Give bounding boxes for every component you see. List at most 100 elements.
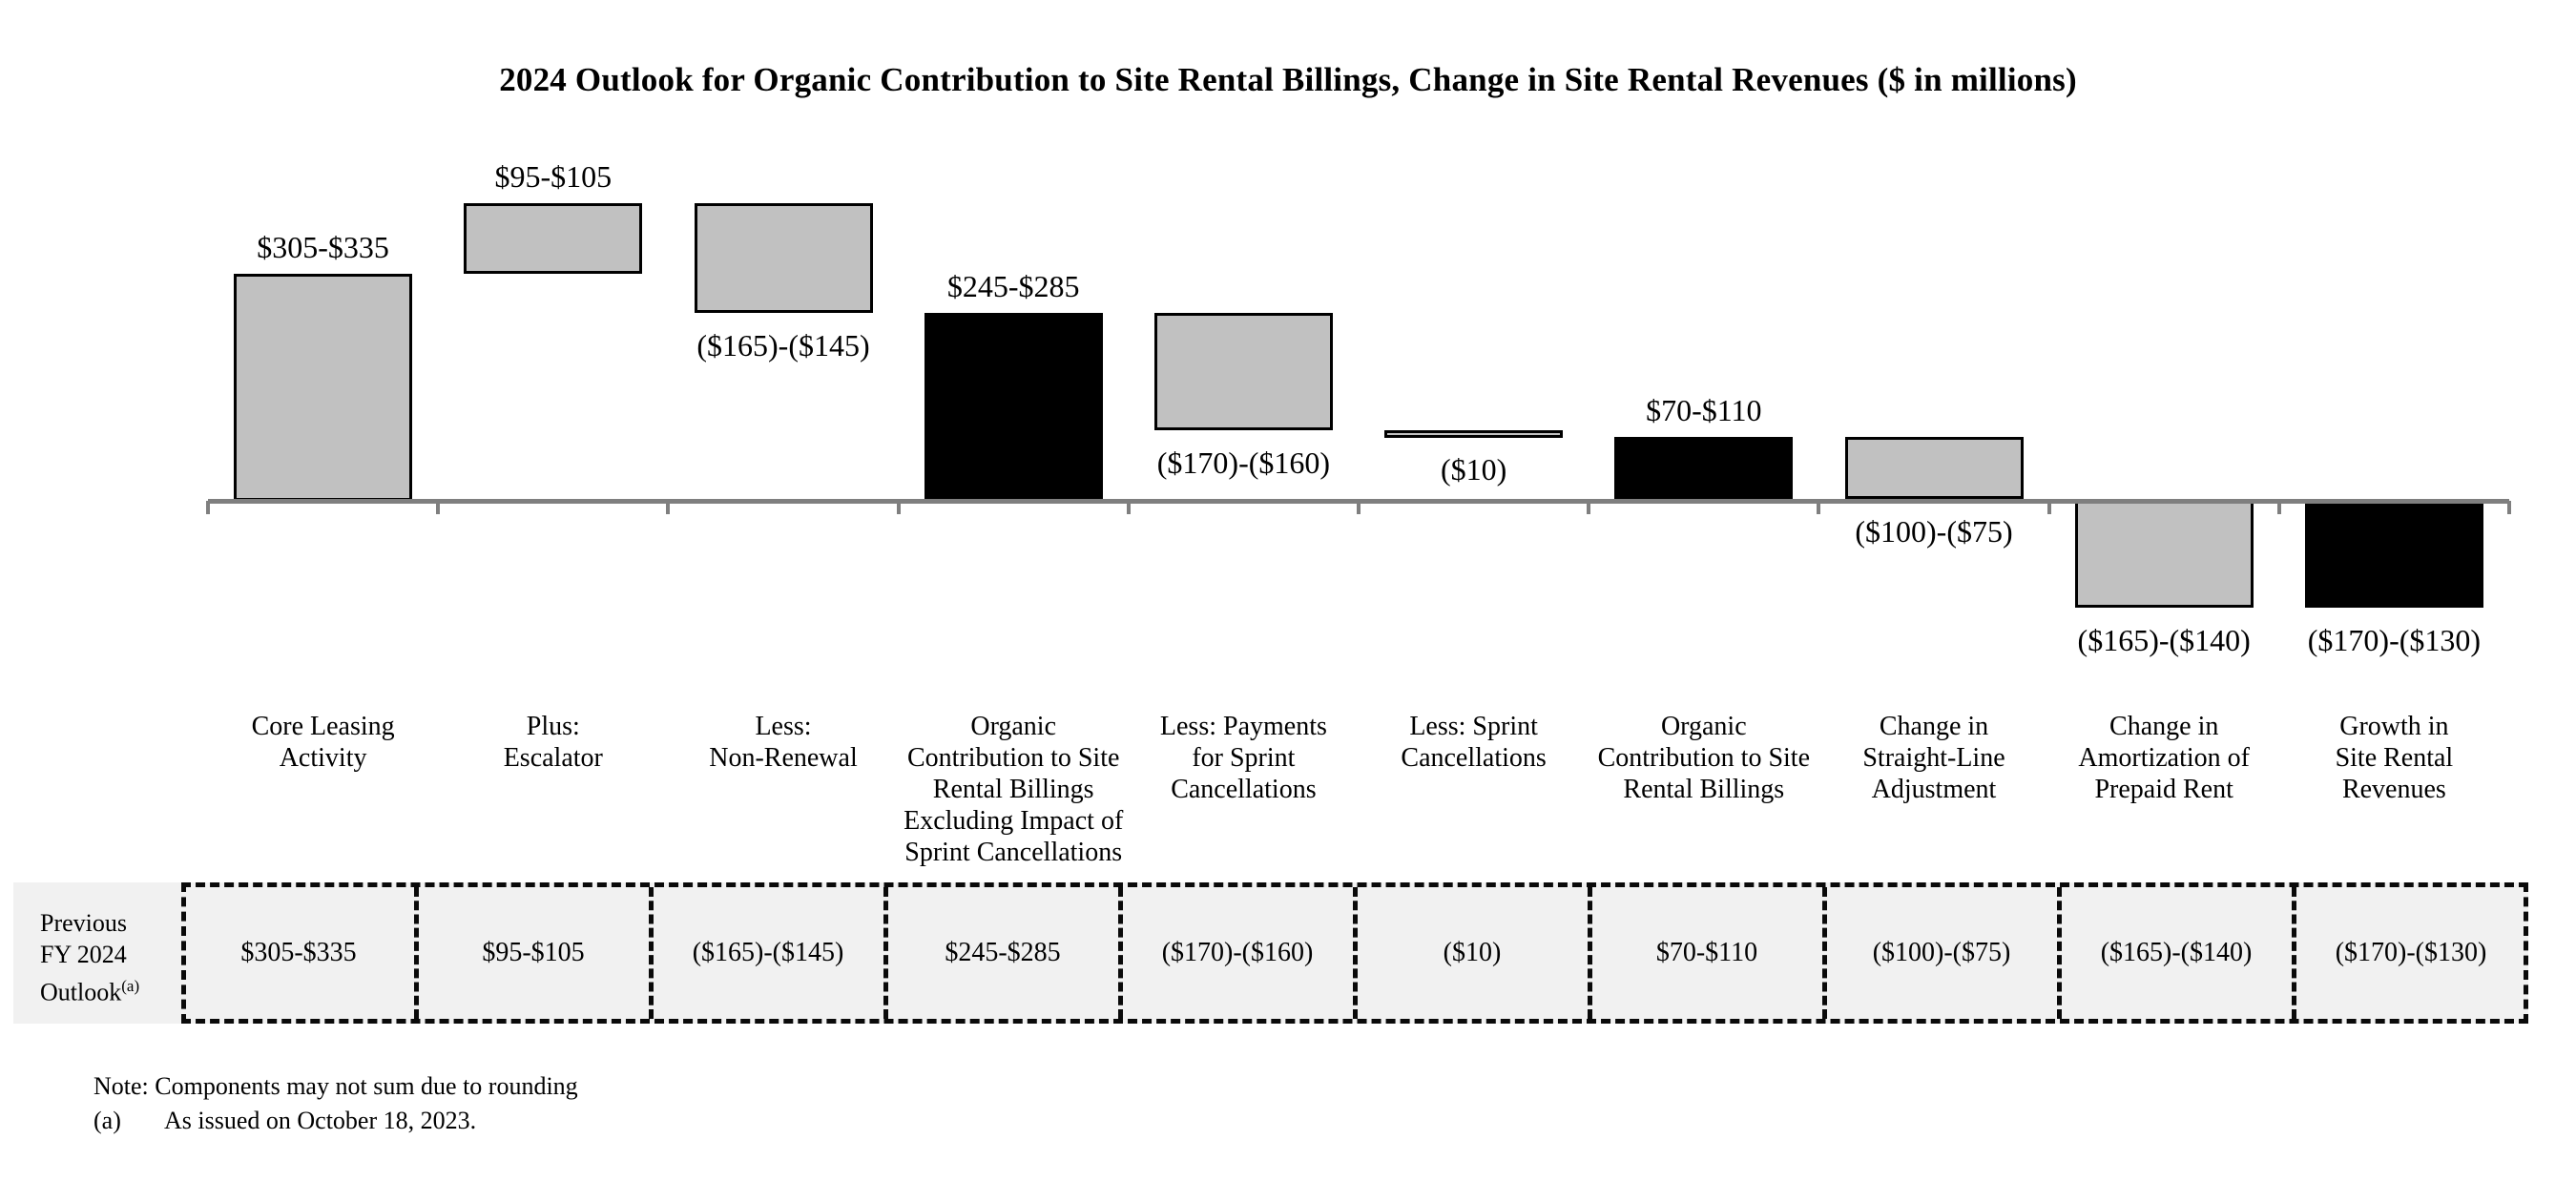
axis-tick-9 <box>2276 501 2281 514</box>
category-label-line: Adjustment <box>1871 775 1997 804</box>
category-label-line: for Sprint <box>1192 743 1296 773</box>
value-label-core-leasing-activity: $305-$335 <box>257 229 389 264</box>
category-label-line: Growth in <box>2339 712 2449 741</box>
category-label-line: Rental Billings <box>932 775 1094 804</box>
axis-tick-6 <box>1587 501 1591 514</box>
category-label-line: Less: <box>755 712 812 741</box>
row-header-line: Outlook(a) <box>40 977 140 1006</box>
table-cell-value-2: $95-$105 <box>482 938 585 967</box>
bar-less-sprint-cancellations <box>1384 429 1564 438</box>
category-label-less-payments-for-sprint-cancellations: Less: Payments for Sprint Cancellations <box>1081 711 1405 805</box>
table-cell-value-1: $305-$335 <box>240 938 357 967</box>
category-label-less-sprint-cancellations: Less: Sprint Cancellations <box>1312 711 1636 774</box>
category-label-line: Sprint Cancellations <box>904 838 1123 867</box>
row-header-line: Previous <box>40 909 127 937</box>
axis-tick-8 <box>2046 501 2051 514</box>
axis-tick-10 <box>2507 501 2511 514</box>
value-label-change-in-amortization-of-prepaid-rent: ($165)-($140) <box>2077 622 2251 657</box>
row-header-footnote-ref: (a) <box>121 977 140 995</box>
category-label-change-in-amortization-of-prepaid-rent: Change in Amortization of Prepaid Rent <box>2002 711 2326 805</box>
table-cell-value-8: ($100)-($75) <box>1872 938 2011 967</box>
bar-plus-escalator <box>464 202 643 274</box>
axis-tick-0 <box>206 501 210 514</box>
axis-tick-4 <box>1126 501 1131 514</box>
footnote-marker: (a) <box>93 1107 121 1134</box>
table-cell-divider-7 <box>1822 887 1827 1019</box>
value-label-organic-contribution-to-site-rental-billings-excluding-impact-of-sprint-cancellations: $245-$285 <box>946 268 1080 303</box>
category-label-core-leasing-activity: Core Leasing Activity <box>161 711 486 774</box>
category-label-line: Less: Payments <box>1159 712 1327 741</box>
bar-organic-contribution-to-site-rental-billings-excluding-impact-of-sprint-cancellations <box>924 312 1103 501</box>
category-label-line: Escalator <box>503 743 603 773</box>
axis-tick-5 <box>1357 501 1361 514</box>
chart-title: 2024 Outlook for Organic Contribution to… <box>499 61 2077 98</box>
category-label-change-in-straight-line-adjustment: Change in Straight-Line Adjustment <box>1772 711 2096 805</box>
category-label-line: Site Rental <box>2335 743 2454 773</box>
table-cell-value-5: ($170)-($160) <box>1161 938 1314 967</box>
value-label-less-sprint-cancellations: ($10) <box>1440 452 1507 487</box>
value-label-change-in-straight-line-adjustment: ($100)-($75) <box>1855 514 2013 549</box>
category-label-line: Activity <box>279 743 367 773</box>
category-label-line: Rental Billings <box>1623 775 1785 804</box>
category-label-line: Less: Sprint <box>1409 712 1538 741</box>
category-label-line: Excluding Impact of <box>904 806 1124 836</box>
category-label-organic-contribution-to-site-rental-billings: Organic Contribution to Site Rental Billin… <box>1542 711 1866 805</box>
outlook-table-row-background <box>13 882 2528 1024</box>
category-label-plus-escalator: Plus: Escalator <box>391 711 716 774</box>
table-cell-divider-4 <box>1118 887 1123 1019</box>
table-cell-divider-3 <box>883 887 888 1019</box>
outlook-table-dotted-border <box>181 882 2528 1024</box>
table-cell-divider-8 <box>2057 887 2062 1019</box>
table-cell-value-4: $245-$285 <box>945 938 1061 967</box>
bar-less-non-renewal <box>694 202 873 313</box>
footnote-text: As issued on October 18, 2023. <box>164 1107 477 1134</box>
category-label-less-non-renewal: Less: Non-Renewal <box>621 711 945 774</box>
value-label-less-payments-for-sprint-cancellations: ($170)-($160) <box>1156 445 1331 480</box>
table-cell-value-7: $70-$110 <box>1655 938 1758 967</box>
category-label-line: Non-Renewal <box>709 743 858 773</box>
value-label-growth-in-site-rental-revenues: ($170)-($130) <box>2307 622 2482 657</box>
bar-growth-in-site-rental-revenues <box>2304 501 2483 608</box>
category-label-line: Prepaid Rent <box>2094 775 2233 804</box>
bar-change-in-amortization-of-prepaid-rent <box>2074 499 2254 608</box>
value-label-organic-contribution-to-site-rental-billings: $70-$110 <box>1646 393 1762 427</box>
table-cell-divider-6 <box>1588 887 1592 1019</box>
category-label-line: Organic <box>1660 712 1747 741</box>
category-label-line: Change in <box>2109 712 2219 741</box>
category-label-line: Organic <box>970 712 1057 741</box>
category-label-line: Cancellations <box>1401 743 1547 773</box>
bar-organic-contribution-to-site-rental-billings <box>1614 437 1794 501</box>
bar-less-payments-for-sprint-cancellations <box>1153 312 1333 430</box>
category-label-organic-contribution-to-site-rental-billings-excluding-impact-of-sprint-cancellations: Organic Contribution to Site Rental Billin… <box>851 711 1175 868</box>
table-cell-value-3: ($165)-($145) <box>692 938 844 967</box>
table-cell-value-9: ($165)-($140) <box>2100 938 2253 967</box>
axis-tick-3 <box>896 501 901 514</box>
table-cell-value-10: ($170)-($130) <box>2335 938 2487 967</box>
category-label-line: Contribution to Site <box>906 743 1120 773</box>
value-label-less-non-renewal: ($165)-($145) <box>696 327 870 363</box>
axis-tick-7 <box>1817 501 1821 514</box>
category-label-line: Contribution to Site <box>1597 743 1811 773</box>
category-label-line: Revenues <box>2341 775 2446 804</box>
table-cell-divider-2 <box>649 887 654 1019</box>
table-cell-divider-5 <box>1353 887 1358 1019</box>
category-label-line: Straight-Line <box>1862 743 2005 773</box>
table-cell-divider-9 <box>2292 887 2296 1019</box>
value-label-plus-escalator: $95-$105 <box>494 158 613 194</box>
bar-core-leasing-activity <box>234 273 413 501</box>
category-label-line: Amortization of <box>2078 743 2250 773</box>
table-cell-divider-1 <box>414 887 419 1019</box>
category-label-line: Core Leasing <box>251 712 395 741</box>
table-cell-value-6: ($10) <box>1443 938 1502 967</box>
bar-change-in-straight-line-adjustment <box>1844 437 2024 500</box>
category-label-line: Cancellations <box>1171 775 1317 804</box>
axis-tick-1 <box>436 501 441 514</box>
category-label-growth-in-site-rental-revenues: Growth in Site Rental Revenues <box>2232 711 2556 805</box>
category-label-line: Plus: <box>526 712 580 741</box>
table-row-header-previous-fy-2024-outlook: Previous FY 2024 Outlook(a) <box>40 907 139 1008</box>
note-rounding: Note: Components may not sum due to roun… <box>93 1072 578 1100</box>
row-header-line: FY 2024 <box>40 941 127 968</box>
category-label-line: Change in <box>1879 712 1989 741</box>
axis-tick-2 <box>666 501 671 514</box>
